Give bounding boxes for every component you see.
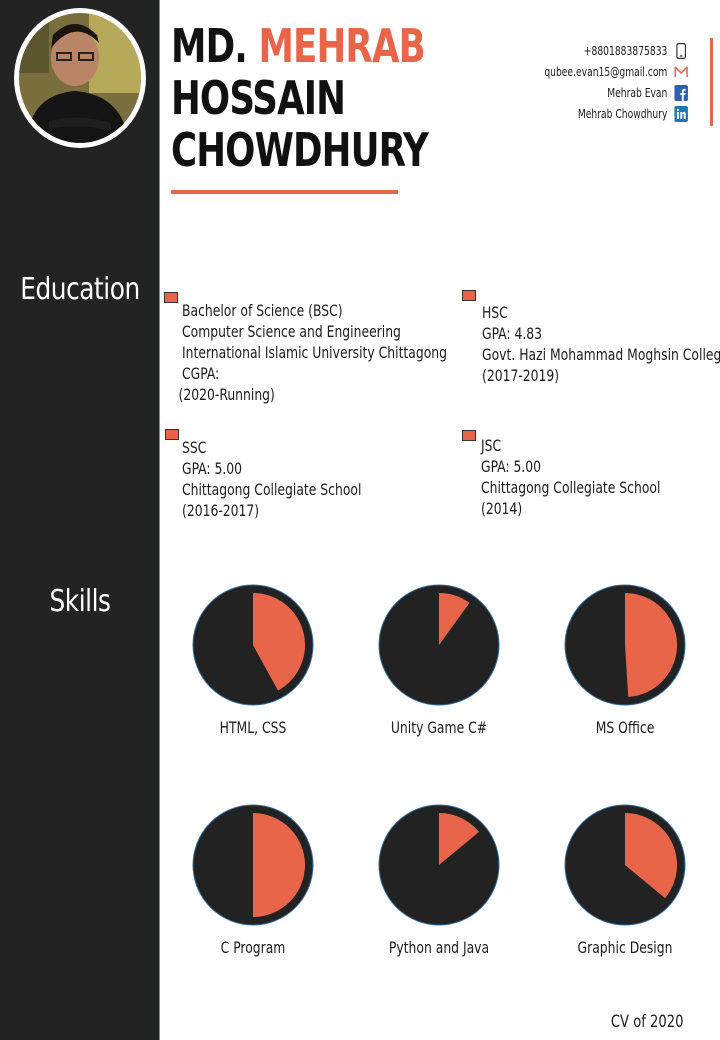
skill-unity: Unity Game C#: [359, 584, 519, 737]
facebook-icon: [674, 84, 688, 101]
skill-label: HTML, CSS: [219, 718, 287, 737]
degree-title: Bachelor of Science (BSC): [182, 301, 343, 320]
gpa: GPA: 5.00: [481, 457, 542, 476]
skill-pie: [564, 584, 686, 706]
contact-accent-bar: [710, 38, 713, 126]
skill-pie: [192, 584, 314, 706]
linkedin-text[interactable]: Mehrab Chowdhury: [578, 106, 668, 121]
gmail-icon: [674, 65, 688, 77]
skill-label: Graphic Design: [577, 938, 673, 957]
skill-slice: [253, 593, 306, 691]
gpa: GPA: 4.83: [482, 324, 543, 343]
institution: Chittagong Collegiate School: [481, 478, 661, 497]
profile-avatar: [14, 8, 146, 148]
phone-text: +8801883875833: [584, 43, 668, 58]
name-underline: [171, 190, 398, 194]
skill-python-java: Python and Java: [359, 804, 519, 957]
years: (2016-2017): [182, 501, 260, 520]
name-prefix: MD.: [171, 19, 248, 73]
education-bullet: [164, 292, 178, 303]
skill-graphic-design: Graphic Design: [545, 804, 705, 957]
skill-label: Python and Java: [388, 938, 490, 957]
skill-pie: [378, 804, 500, 926]
name-middle: HOSSAIN: [171, 71, 346, 125]
skill-pie: [564, 804, 686, 926]
sidebar: Education Skills: [0, 0, 160, 1040]
degree-major: Computer Science and Engineering: [182, 322, 401, 341]
years: (2020-Running): [178, 385, 275, 404]
full-name: MD. MEHRAB HOSSAIN CHOWDHURY: [171, 19, 429, 177]
institution: International Islamic University Chittag…: [182, 343, 448, 362]
skill-slice: [439, 593, 470, 645]
contact-facebook[interactable]: Mehrab Evan: [545, 82, 688, 103]
contact-linkedin[interactable]: Mehrab Chowdhury: [545, 103, 688, 124]
years: (2014): [481, 499, 523, 518]
degree-title: JSC: [481, 436, 502, 455]
linkedin-icon: [674, 105, 688, 122]
facebook-text[interactable]: Mehrab Evan: [607, 85, 668, 100]
skill-ms-office: MS Office: [545, 584, 705, 737]
profile-photo: [19, 13, 141, 143]
name-first: MEHRAB: [258, 19, 425, 73]
skill-slice: [625, 813, 678, 899]
skill-pie: [192, 804, 314, 926]
education-bullet: [165, 429, 179, 440]
degree-title: SSC: [182, 438, 207, 457]
skill-label: Unity Game C#: [390, 718, 488, 737]
education-bullet: [462, 430, 476, 441]
contact-phone: +8801883875833: [545, 40, 688, 61]
skill-slice: [439, 813, 480, 865]
contact-block: +8801883875833 qubee.evan15@gmail.com Me…: [545, 40, 688, 124]
education-entry-ssc: SSC GPA: 5.00 Chittagong Collegiate Scho…: [182, 437, 361, 521]
skill-slice: [625, 593, 678, 697]
skill-html-css: HTML, CSS: [173, 584, 333, 737]
skill-pie: [378, 584, 500, 706]
skill-label: MS Office: [595, 718, 655, 737]
skill-label: C Program: [220, 938, 286, 957]
years: (2017-2019): [482, 366, 560, 385]
degree-title: HSC: [482, 303, 508, 322]
skills-heading: Skills: [49, 584, 111, 619]
phone-icon: [676, 42, 687, 59]
education-entry-jsc: JSC GPA: 5.00 Chittagong Collegiate Scho…: [481, 435, 660, 519]
gpa: CGPA:: [182, 364, 220, 383]
contact-email[interactable]: qubee.evan15@gmail.com: [545, 61, 688, 82]
institution: Chittagong Collegiate School: [182, 480, 362, 499]
education-entry-hsc: HSC GPA: 4.83 Govt. Hazi Mohammad Moghsi…: [482, 302, 720, 386]
skill-slice: [253, 813, 305, 917]
education-bullet: [462, 290, 476, 301]
skill-c-program: C Program: [173, 804, 333, 957]
email-text[interactable]: qubee.evan15@gmail.com: [544, 64, 668, 79]
education-entry-bsc: Bachelor of Science (BSC) Computer Scien…: [178, 300, 448, 405]
institution: Govt. Hazi Mohammad Moghsin College: [482, 345, 720, 364]
gpa: GPA: 5.00: [182, 459, 243, 478]
name-last: CHOWDHURY: [171, 123, 429, 177]
education-heading: Education: [20, 272, 140, 307]
footer-note: CV of 2020: [611, 1012, 684, 1032]
